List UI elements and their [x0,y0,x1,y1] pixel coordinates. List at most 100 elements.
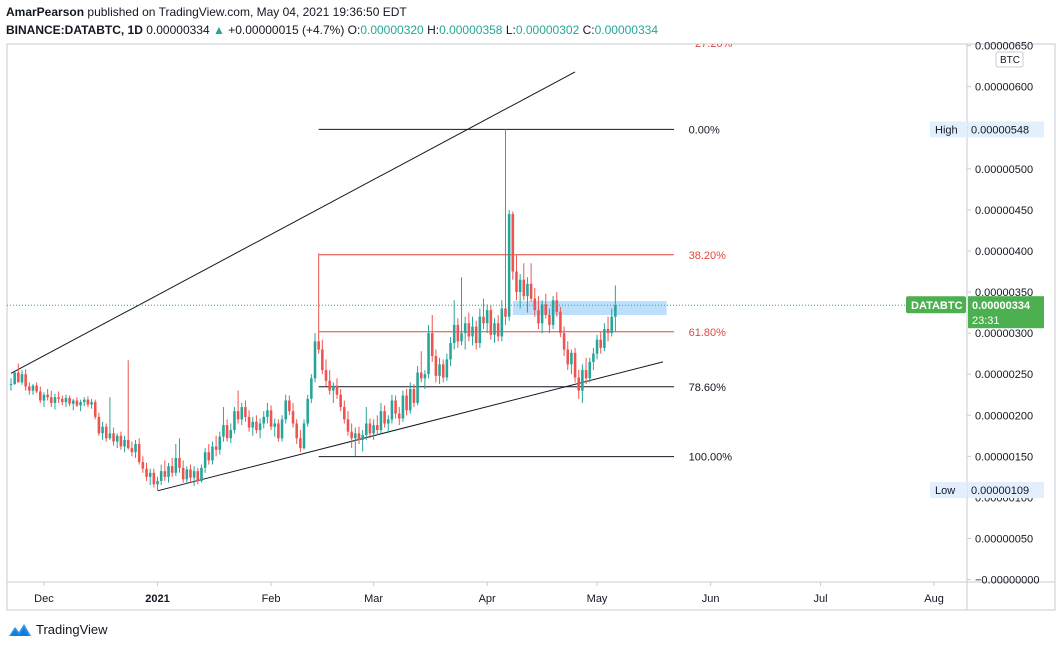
candle [350,423,353,449]
fib-level-label: 61.80% [689,327,727,339]
candle [408,382,412,414]
candle [75,397,79,408]
footer-branding: TradingView [8,622,108,637]
candle-body [137,444,141,463]
brand-name[interactable]: TradingView [36,622,108,637]
candle-body [489,310,493,335]
candle [456,318,460,348]
candle-body [570,352,573,365]
candle [368,418,372,439]
candle [192,466,196,486]
candle-body [577,377,581,391]
price-axis[interactable]: 0.000006500.000006000.000005500.00000500… [967,41,1040,587]
candle [50,390,53,408]
candle-body [365,423,368,435]
candle [507,209,511,321]
candle-body [438,364,441,376]
low-label: L: [505,23,516,37]
candle [189,464,192,483]
candle-body [526,283,529,297]
candle-body [222,425,225,437]
candle-body [595,339,599,354]
candle-body [485,310,489,324]
time-tick-label: Aug [924,593,944,605]
candle [496,315,500,342]
candle [313,333,317,383]
candle-body [584,370,588,379]
candle-body [434,356,438,376]
candle [500,300,504,342]
candle-body [214,446,218,450]
candle [46,388,49,401]
candle-body [262,416,266,424]
candle-body [148,472,152,477]
candle [471,316,474,346]
candle [203,448,207,473]
price-tick-label: 0.00000600 [975,82,1033,94]
time-axis[interactable]: Dec 2021 Feb Mar Apr May Jun Jul Aug [34,582,944,605]
candle [273,418,277,437]
candle-body [566,349,570,365]
candle [339,388,342,412]
candle [174,444,178,477]
candle-body [306,398,309,424]
candle [310,374,313,403]
low-tag-label-bg [930,482,967,499]
candle [53,393,57,410]
candle-body [339,394,342,408]
candle [13,371,16,385]
current-symbol-tag-bg [906,296,966,314]
candle [445,353,449,381]
time-tick-label: Feb [262,593,281,605]
candle-body [394,400,397,414]
candle-body [346,419,350,432]
candle-body [493,323,496,335]
candle [236,390,240,424]
candle-body [200,467,203,481]
candle-body [236,411,240,420]
candle-body [548,315,551,325]
candle-body [174,457,178,473]
candle [148,468,152,486]
candle-body [251,421,255,428]
candle [277,419,280,442]
candle-body [79,402,82,406]
author-name[interactable]: AmarPearson [6,5,85,19]
candle-body [522,279,526,297]
candle [595,334,599,360]
candle-body [244,407,247,417]
candle [346,411,350,436]
candle-body [452,324,456,343]
candle-body [178,457,181,468]
candle-body [75,400,79,406]
candle [555,292,559,317]
candle [493,318,496,343]
candle [284,394,287,424]
candle-body [588,361,592,379]
candle-body [313,341,317,379]
candle-body [562,333,566,350]
fib-level-label: −27.20% [689,38,733,50]
candle [115,433,119,449]
candle [68,395,71,407]
candle [559,306,562,338]
low-tag-value: 0.00000109 [971,485,1029,497]
candle [551,296,555,330]
candle-body [511,214,515,272]
candle [104,423,108,442]
time-tick-label: 2021 [145,593,169,605]
candle [390,394,394,424]
candle [317,253,320,354]
candle [119,431,123,450]
candle [299,430,302,453]
candle-body [518,279,522,293]
candle-body [573,352,577,378]
open-label: O: [347,23,361,37]
candle [548,308,551,334]
candle-body [203,452,207,468]
candle [540,300,544,334]
candle [394,395,397,419]
candle-body [507,214,511,317]
candle-body [324,370,328,381]
